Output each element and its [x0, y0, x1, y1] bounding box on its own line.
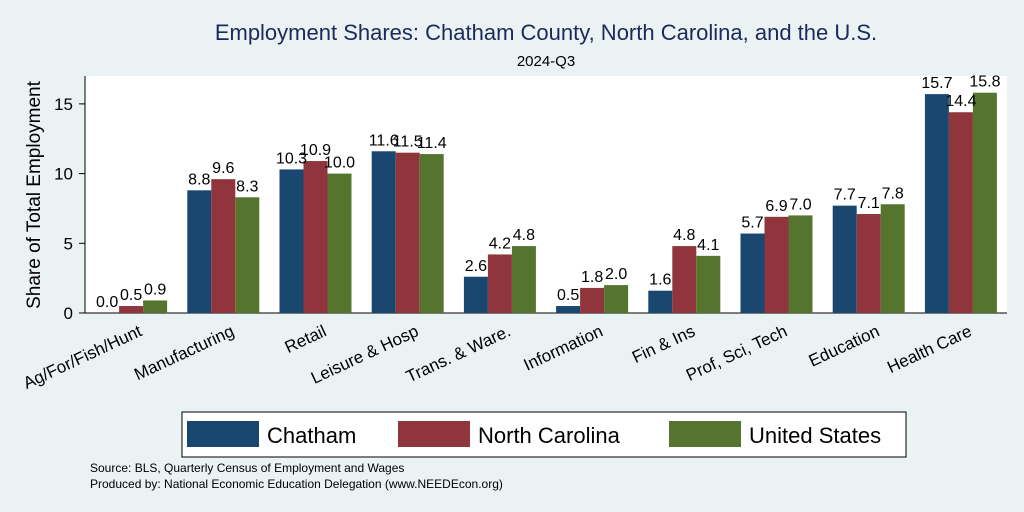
bar-group [119, 92, 997, 314]
legend-swatch [398, 421, 470, 447]
data-label: 14.4 [945, 93, 976, 110]
data-label: 4.8 [673, 227, 695, 244]
bar [948, 112, 973, 313]
data-label: 11.4 [417, 135, 447, 152]
bar [856, 214, 881, 313]
data-label: 7.0 [789, 196, 811, 213]
data-label: 4.2 [489, 235, 511, 252]
bar [395, 152, 420, 313]
data-label: 11.5 [393, 134, 423, 151]
category-label: Manufacturing [131, 321, 237, 384]
bar [487, 254, 512, 313]
data-label: 7.7 [834, 187, 856, 204]
data-label: 7.8 [882, 185, 904, 202]
data-label: 10.9 [300, 142, 331, 159]
bar [832, 205, 857, 313]
y-tick-label: 5 [64, 234, 73, 253]
category-label: Ag/For/Fish/Hunt [20, 321, 145, 393]
y-tick-label: 15 [54, 95, 73, 114]
data-label: 0.5 [120, 287, 142, 304]
bar [511, 246, 536, 313]
category-label: Education [806, 321, 883, 370]
data-label: 15.7 [921, 75, 952, 92]
data-label: 10.3 [276, 150, 307, 167]
category-label: Prof, Sci, Tech [683, 321, 790, 384]
data-label: 5.7 [741, 215, 763, 232]
y-tick-label: 10 [54, 165, 73, 184]
y-tick-label: 0 [64, 304, 73, 323]
bar [279, 169, 304, 313]
data-label: 7.1 [858, 195, 880, 212]
bar [604, 285, 629, 313]
category-label: Information [521, 321, 606, 374]
bar [740, 233, 765, 313]
data-label: 0.5 [557, 287, 579, 304]
bar [924, 94, 949, 313]
category-label: Fin & Ins [629, 321, 698, 367]
data-label-group: 0.0 0.5 0.98.89.68.310.310.910.011.611.511… [96, 74, 1001, 311]
data-label: 1.6 [649, 272, 671, 289]
data-label: 2.0 [605, 266, 627, 283]
bar [187, 190, 212, 313]
bar [327, 173, 352, 313]
bar [672, 246, 697, 313]
bar [235, 197, 260, 313]
bar [463, 276, 488, 313]
bar [696, 255, 721, 313]
category-label: Trans. & Ware. [403, 321, 513, 386]
bar [556, 306, 581, 313]
data-label: 9.6 [212, 160, 234, 177]
bar [211, 179, 236, 313]
data-label: 8.3 [236, 178, 258, 195]
bar [880, 204, 905, 313]
category-label: Retail [282, 321, 329, 357]
data-label: 4.8 [513, 227, 535, 244]
data-label: 2.6 [465, 258, 487, 275]
category-label: Health Care [884, 321, 974, 377]
bar [143, 300, 168, 313]
produced-by-note: Produced by: National Economic Education… [90, 477, 503, 491]
data-label: 0.9 [144, 281, 166, 298]
bar [972, 92, 997, 314]
data-label: 4.1 [697, 237, 719, 254]
y-axis-label: Share of Total Employment [24, 80, 45, 308]
data-label: 6.9 [765, 198, 787, 215]
bar [371, 151, 396, 313]
legend-swatch [669, 421, 741, 447]
bar [303, 161, 328, 313]
bar [419, 154, 444, 313]
legend-label: United States [749, 423, 881, 448]
data-label: 15.8 [969, 74, 1000, 91]
legend-label: North Carolina [478, 423, 621, 448]
legend-box [181, 411, 907, 458]
source-note: Source: BLS, Quarterly Census of Employm… [90, 461, 404, 475]
bar [764, 216, 789, 313]
legend: Chatham North Carolina United States [181, 411, 907, 458]
bar [788, 215, 813, 313]
data-label: 1.8 [581, 269, 603, 286]
chart-title: Employment Shares: Chatham County, North… [215, 20, 877, 45]
bar [648, 290, 673, 313]
legend-label: Chatham [267, 423, 356, 448]
data-label: 0.0 [96, 294, 118, 311]
bar [119, 306, 144, 313]
data-label: 10.0 [324, 155, 355, 172]
chart-subtitle: 2024-Q3 [517, 53, 575, 70]
bar [580, 287, 605, 313]
data-label: 11.6 [369, 132, 399, 149]
legend-swatch [187, 421, 259, 447]
data-label: 8.8 [188, 171, 210, 188]
